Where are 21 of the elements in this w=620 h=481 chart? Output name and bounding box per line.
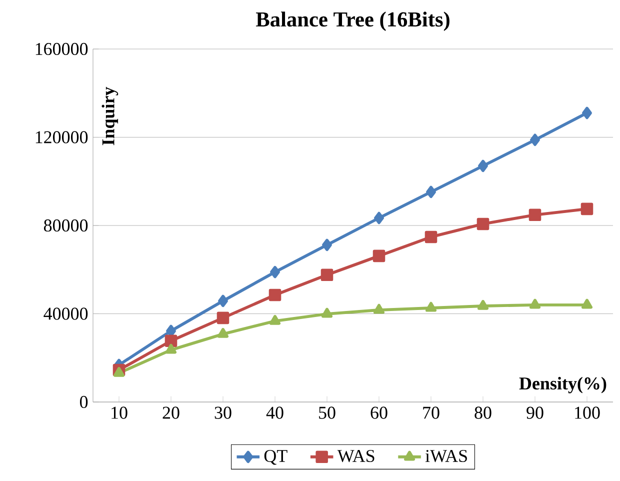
x-tick-label: 90: [526, 406, 544, 419]
legend-label: WAS: [337, 450, 374, 462]
y-tick-label: 160000: [36, 42, 88, 56]
y-tick-label: 0: [80, 396, 88, 408]
chart-title: Balance Tree (16Bits): [256, 12, 450, 31]
y-tick-label: 80000: [44, 219, 88, 232]
x-tick-label: 80: [474, 406, 492, 419]
legend-label: QT: [264, 450, 288, 465]
x-tick-label: 70: [423, 406, 440, 419]
y-tick-label: 120000: [36, 131, 88, 144]
x-tick-label: 30: [214, 406, 232, 419]
x-tick-label: 100: [575, 406, 600, 419]
x-axis-title: Density(%): [519, 376, 606, 394]
x-tick-label: 40: [266, 406, 284, 419]
x-tick-label: 60: [370, 406, 388, 419]
x-tick-label: 50: [319, 406, 336, 419]
y-axis-title: Inquiry: [102, 86, 118, 146]
x-tick-label: 20: [162, 406, 180, 419]
y-tick-label: 40000: [44, 308, 88, 320]
x-tick-label: 10: [112, 406, 128, 419]
legend-label: iWAS: [425, 450, 467, 462]
